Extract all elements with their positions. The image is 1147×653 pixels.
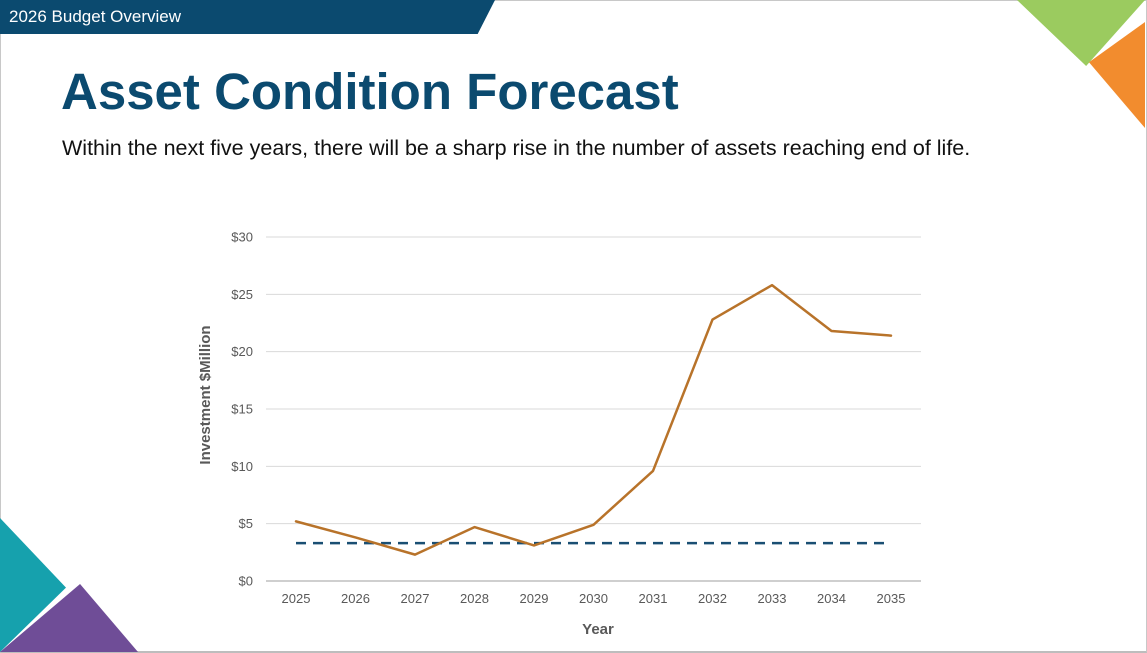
x-tick-label: 2033: [758, 591, 787, 606]
x-tick-label: 2031: [639, 591, 668, 606]
x-tick-label: 2032: [698, 591, 727, 606]
x-tick-label: 2025: [282, 591, 311, 606]
y-tick-label: $20: [231, 344, 253, 359]
solid-series-line: [294, 283, 893, 556]
x-tick-label: 2030: [579, 591, 608, 606]
slide-subtitle: Within the next five years, there will b…: [62, 136, 971, 160]
x-tick-label: 2026: [341, 591, 370, 606]
x-axis-title: Year: [582, 621, 614, 638]
y-tick-label: $15: [231, 402, 253, 417]
x-tick-label: 2035: [877, 591, 906, 606]
x-axis-ticks: 2025 2026 2027 2028 2029 2030 2031 2032 2033 2034…: [282, 591, 906, 606]
x-tick-label: 2029: [520, 591, 549, 606]
slide-title: Asset Condition Forecast: [61, 63, 679, 120]
y-axis-title: Investment $Million: [197, 325, 214, 464]
chart-gridlines: [266, 236, 921, 582]
y-axis-ticks: $0 $5 $10 $15 $20 $25 $30: [231, 230, 253, 589]
x-tick-label: 2027: [401, 591, 430, 606]
header-label: 2026 Budget Overview: [9, 7, 181, 26]
header-banner: [0, 0, 495, 34]
chart-series: [294, 283, 893, 556]
y-tick-label: $10: [231, 459, 253, 474]
y-tick-label: $5: [239, 516, 253, 531]
x-tick-label: 2028: [460, 591, 489, 606]
y-tick-label: $30: [231, 230, 253, 245]
y-tick-label: $25: [231, 287, 253, 302]
x-tick-label: 2034: [817, 591, 846, 606]
y-tick-label: $0: [239, 574, 253, 589]
